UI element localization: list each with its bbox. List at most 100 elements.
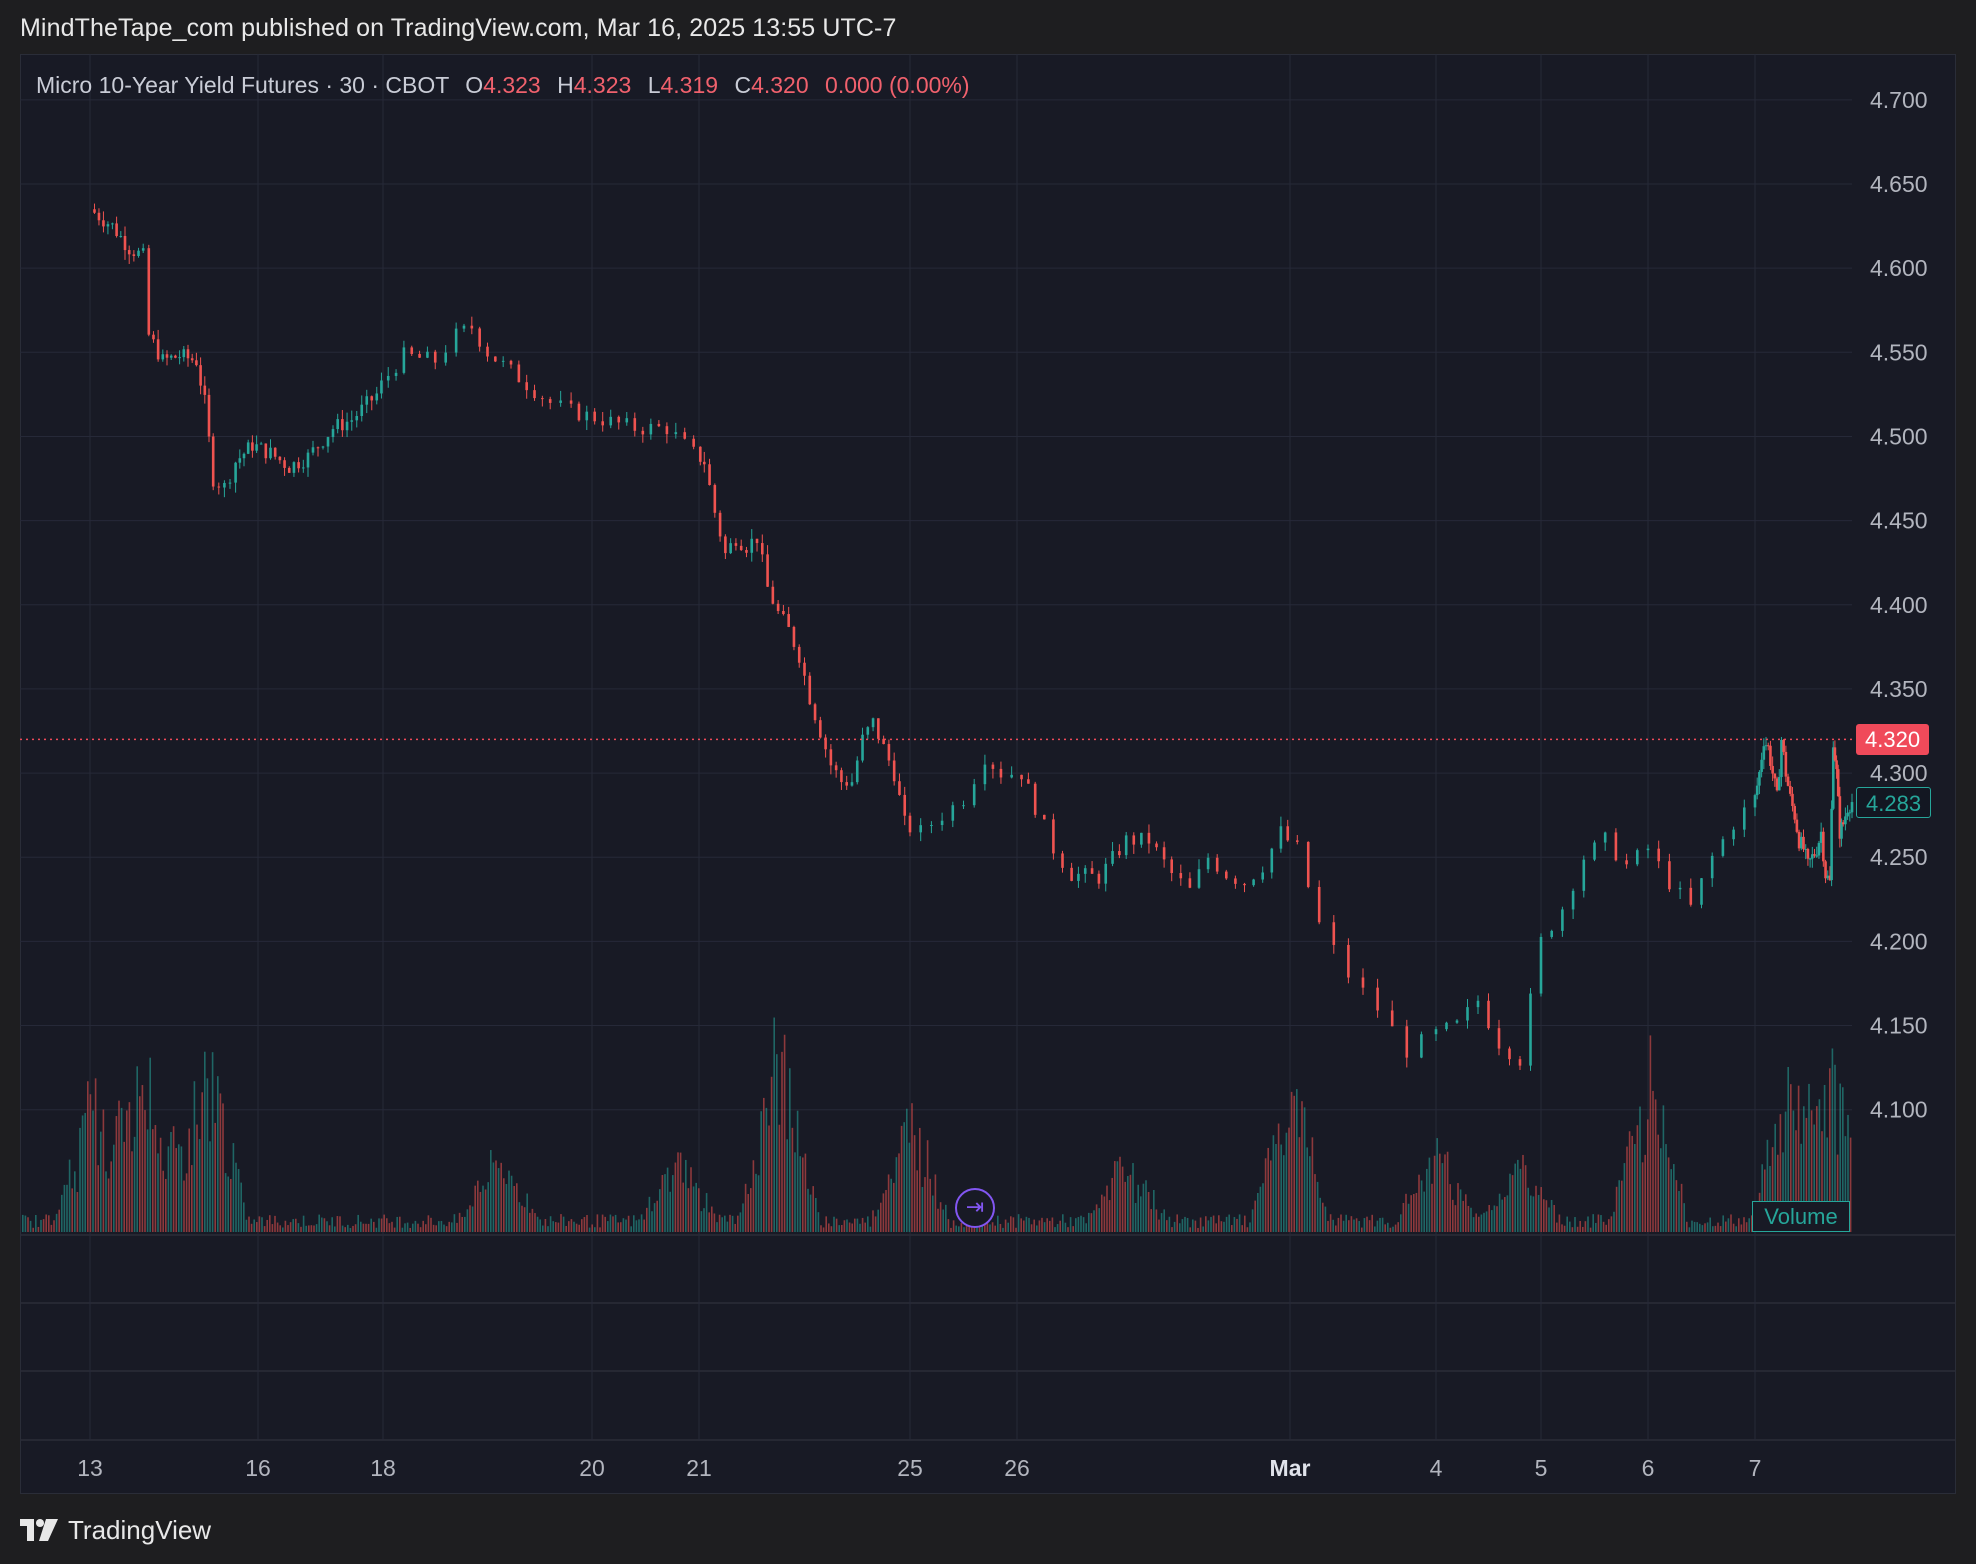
volume-bar [1028,1217,1030,1232]
candle-body [1104,863,1108,884]
legend-symbol[interactable]: Micro 10-Year Yield Futures · 30 · CBOT [36,72,449,98]
candle-body [803,662,806,676]
candle-body [375,393,379,401]
volume-bar [1662,1105,1665,1232]
volume-bar [1446,1151,1449,1232]
volume-bar [1615,1186,1618,1232]
candle-body [1773,773,1777,779]
volume-bar [1251,1209,1254,1232]
candle-body [792,626,796,647]
volume-bar [131,1151,133,1232]
volume-bar [877,1209,879,1232]
volume-bar [1407,1203,1410,1232]
candle-body [734,543,738,546]
volume-bar [1054,1227,1056,1232]
volume-bar [890,1178,892,1232]
volume-bar [1402,1202,1405,1232]
volume-bar [513,1185,515,1232]
volume-bar [984,1222,986,1232]
candle-body [1700,878,1703,905]
candle-body [115,223,118,236]
x-tick-label: 13 [77,1455,103,1481]
volume-bar [828,1223,830,1232]
volume-bar [1454,1205,1457,1232]
volume-bar [1124,1181,1126,1232]
go-to-realtime-icon: ⇥ [965,1194,985,1219]
volume-bar [776,1054,778,1232]
volume-bar [583,1216,586,1232]
candle-body [840,770,843,783]
volume-bar [253,1219,255,1232]
volume-bar [830,1226,833,1232]
volume-bar [237,1169,240,1232]
candle-body [782,610,785,615]
volume-bar [1600,1215,1602,1232]
candle-body [394,372,398,376]
volume-bar [1202,1226,1204,1232]
candle-body [702,461,706,465]
volume-bar [682,1182,684,1232]
volume-bar [1267,1147,1269,1232]
candle-body [1758,771,1761,786]
volume-bar [235,1162,237,1232]
candle-body [1657,848,1660,862]
volume-bar [162,1170,164,1232]
volume-bar [1116,1161,1119,1232]
volume-bar [45,1214,47,1232]
volume-bar [1732,1223,1735,1232]
candle-body [292,462,296,473]
volume-bar [1652,1090,1654,1232]
candle-body [1234,878,1237,884]
volume-bar [869,1226,872,1232]
volume-bar [1673,1164,1675,1232]
candle-body [903,794,907,816]
footer-brand[interactable]: TradingView [20,1510,211,1550]
chart-frame[interactable] [20,54,1956,1494]
volume-bar [1680,1183,1683,1232]
volume-bar [531,1208,534,1232]
volume-bar [22,1214,24,1232]
candle-body [1743,807,1746,830]
volume-bar [1613,1211,1615,1232]
volume-bar [1015,1227,1017,1232]
candle-body [930,825,933,827]
volume-bar [1709,1217,1711,1232]
volume-bar [1644,1154,1646,1232]
volume-bar [1353,1219,1355,1232]
volume-bar [588,1227,591,1232]
volume-bar [711,1206,713,1232]
volume-indicator-label[interactable]: Volume [1752,1201,1850,1232]
volume-bar [685,1159,687,1232]
candle-body [755,538,759,544]
volume-bar [440,1220,443,1232]
volume-bar [565,1225,567,1232]
candle-body [1497,1028,1501,1049]
candle-body [1689,887,1693,905]
volume-bar [1337,1217,1340,1232]
volume-bar [1327,1220,1329,1232]
volume-bar [1314,1174,1316,1232]
volume-bar [560,1214,562,1232]
candle-body [1824,861,1827,879]
volume-bar [1030,1224,1033,1232]
volume-bar [1062,1214,1064,1232]
volume-bar [713,1213,716,1232]
candle-body [1070,867,1073,881]
volume-bar [401,1227,404,1232]
volume-bar [945,1204,947,1232]
candle-body [1804,849,1808,851]
candle-body [1850,802,1854,813]
candle-body [1434,1029,1438,1035]
volume-bar [503,1178,505,1232]
publisher-header: MindTheTape_com published on TradingView… [20,14,897,42]
candle-body [739,545,743,551]
legend-high-key: H [557,72,574,98]
candle-body [1466,1007,1469,1021]
volume-bar [378,1218,380,1232]
volume-bar [1002,1227,1004,1232]
candle-body [350,420,354,422]
volume-bar [144,1110,146,1232]
candle-body [1813,854,1816,856]
go-to-realtime-button[interactable]: ⇥ [955,1188,995,1228]
